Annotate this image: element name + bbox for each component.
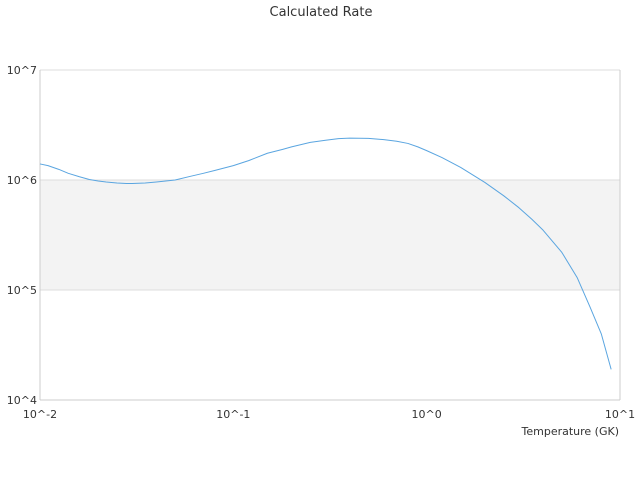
rate-series-line: [39, 137, 612, 370]
y-tick-label: 10^4: [7, 394, 37, 407]
x-tick-label: 10^-1: [216, 408, 250, 421]
plot-frame: [39, 70, 621, 401]
x-tick-label: 10^-2: [23, 408, 57, 421]
x-tick-label: 10^1: [605, 408, 635, 421]
x-axis-label: Temperature (GK): [521, 425, 620, 438]
shaded-band: [40, 180, 620, 290]
series-layer: [39, 137, 612, 370]
y-tick-label: 10^6: [7, 174, 37, 187]
chart-title: Calculated Rate: [270, 5, 373, 20]
y-tick-label: 10^7: [7, 64, 37, 77]
y-tick-label: 10^5: [7, 284, 37, 297]
shaded-band-rect: [40, 180, 620, 290]
x-tick-labels: 10^-2 10^-1 10^0 10^1: [23, 408, 635, 421]
y-tick-labels: 10^4 10^5 10^6 10^7: [7, 64, 37, 407]
x-tick-label: 10^0: [412, 408, 442, 421]
